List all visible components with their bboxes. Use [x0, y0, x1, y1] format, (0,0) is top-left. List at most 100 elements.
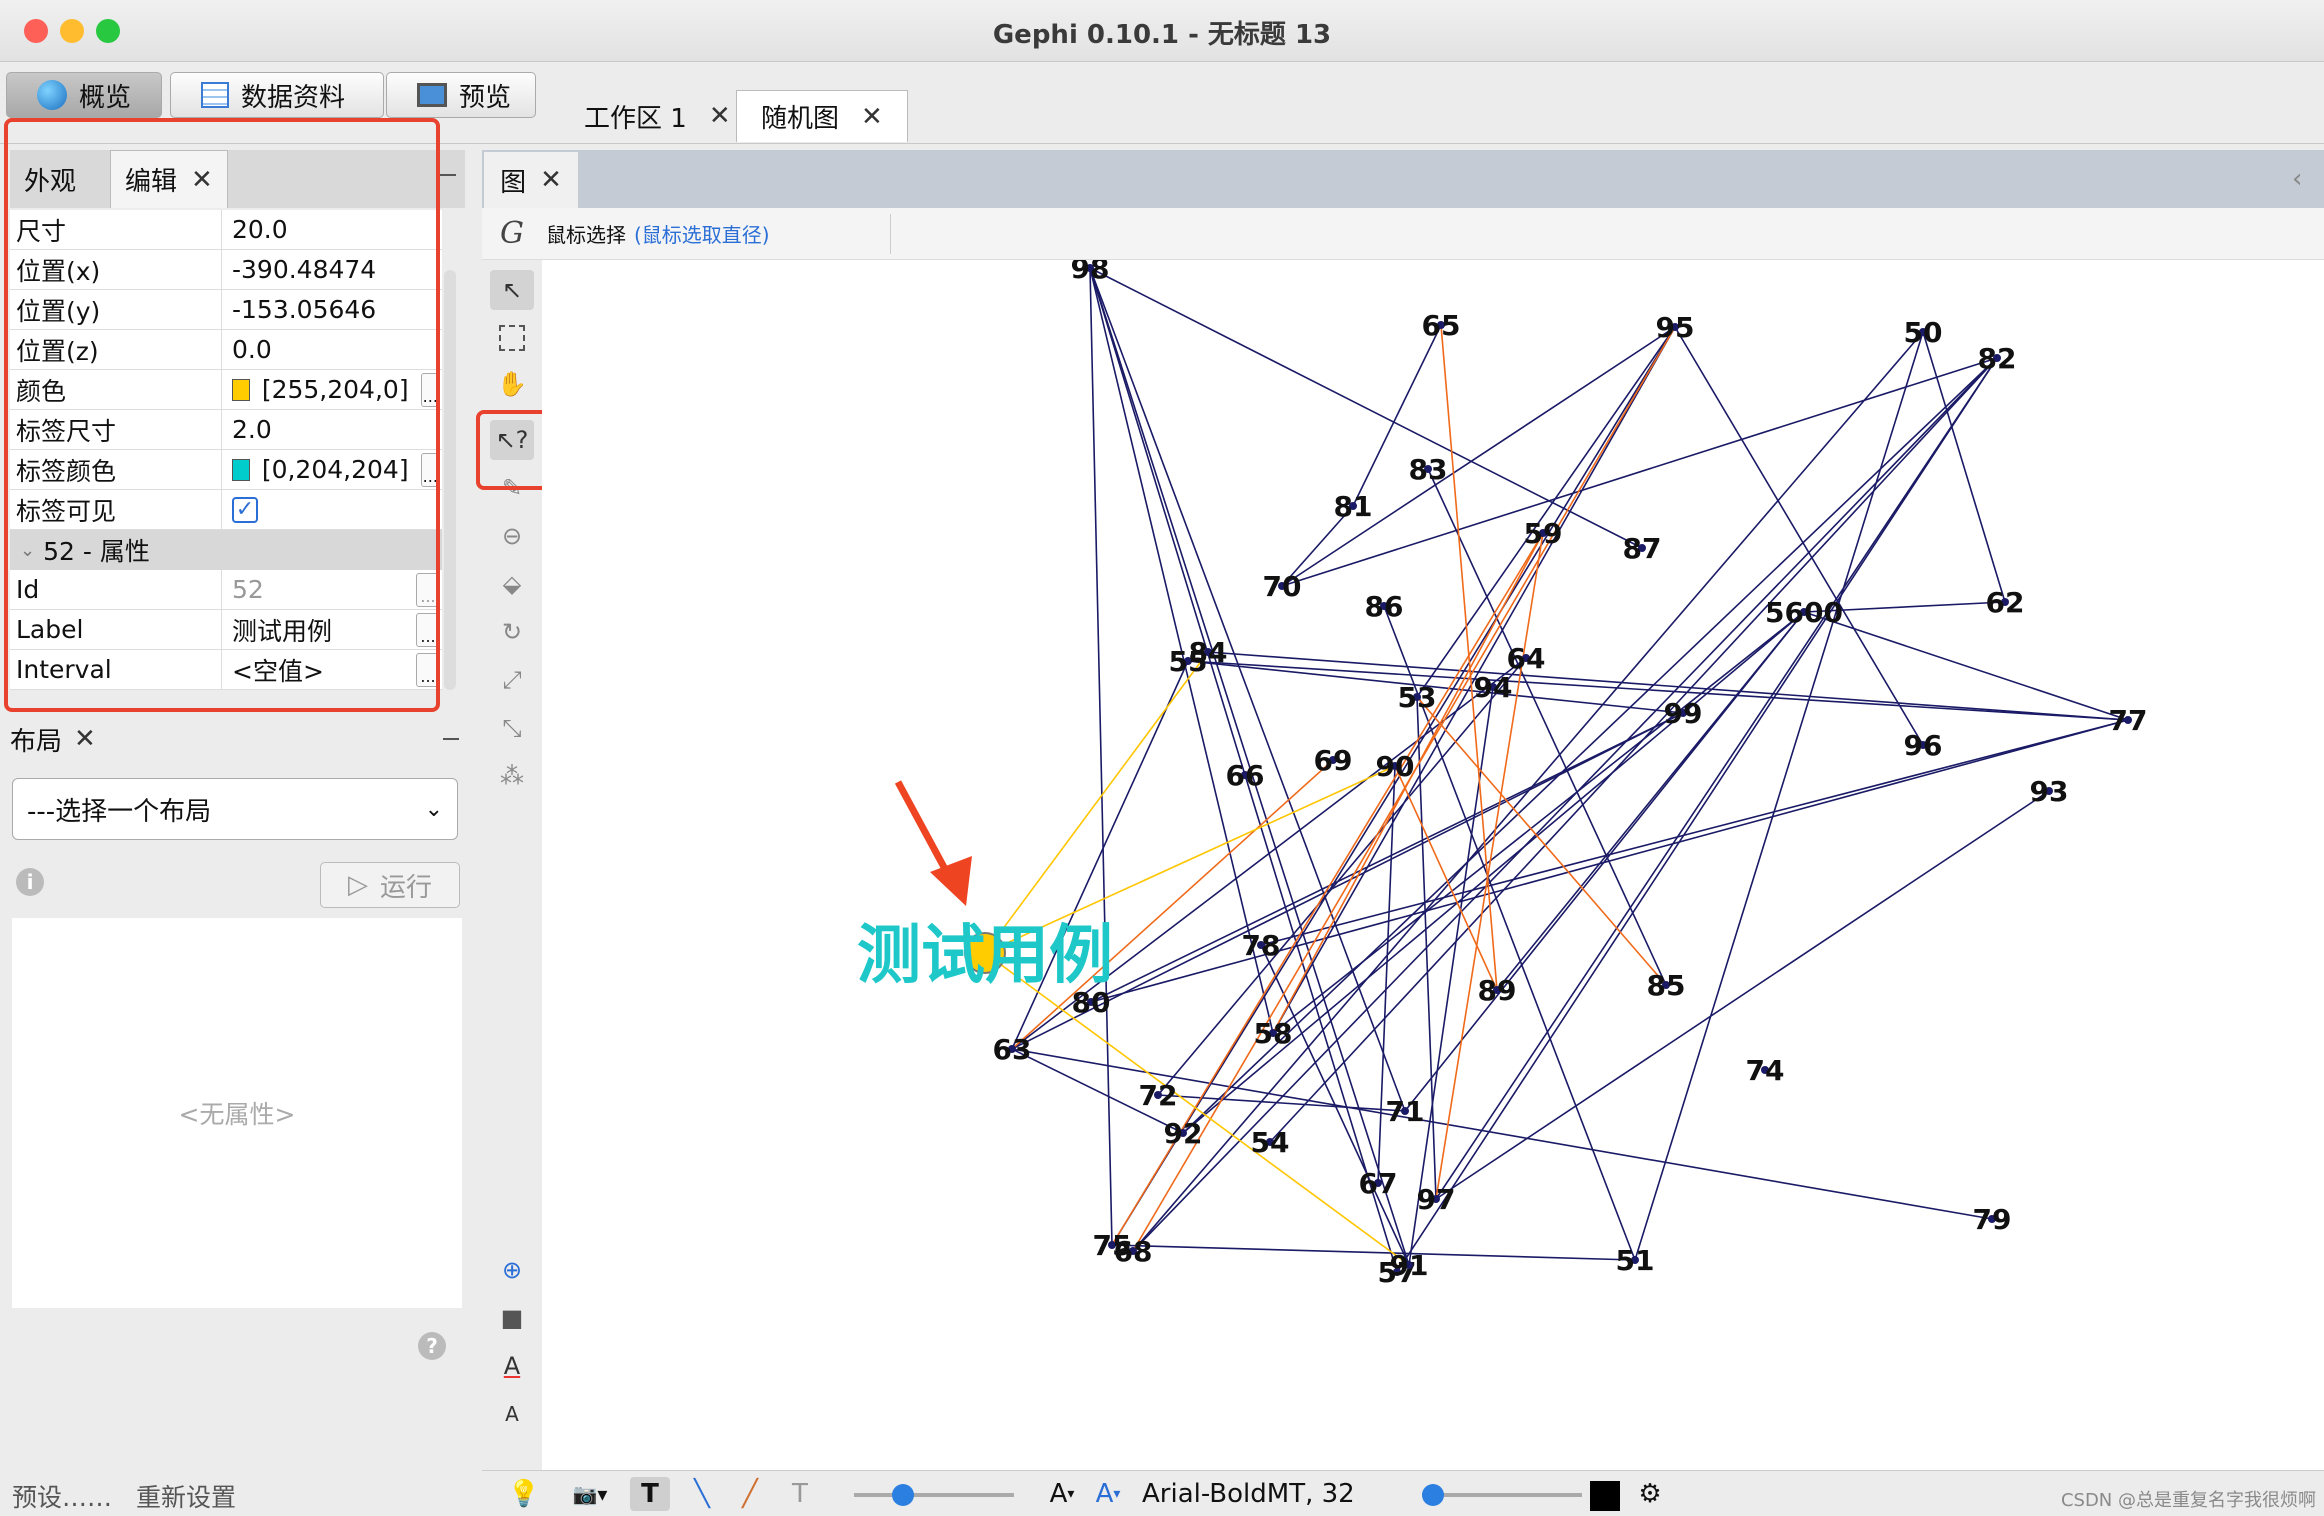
- graph-edge: [1674, 326, 1924, 746]
- property-key: 标签尺寸: [10, 410, 222, 449]
- label-font-icon[interactable]: A: [505, 1402, 519, 1426]
- tab-graph-label: 图: [500, 167, 527, 198]
- graph-node: [1679, 709, 1687, 717]
- property-value-text: 0.0: [232, 335, 272, 364]
- help-icon[interactable]: ?: [418, 1332, 446, 1360]
- graph-node-label: 87: [1623, 532, 1662, 565]
- label-visible-checkbox[interactable]: ✓: [232, 496, 258, 523]
- graph-node-label: 63: [993, 1033, 1032, 1066]
- edge-color-mode-icon[interactable]: ╱: [742, 1479, 758, 1509]
- mode-data-button[interactable]: 数据资料: [170, 72, 384, 118]
- minimize-panel-icon[interactable]: [440, 174, 456, 176]
- background-color-icon[interactable]: ■: [500, 1304, 524, 1332]
- neighbors-tool-icon[interactable]: ⁂: [500, 762, 524, 790]
- edge-color-icon[interactable]: A: [503, 1352, 521, 1380]
- tab-edit[interactable]: 编辑 ✕: [110, 150, 228, 208]
- property-value[interactable]: [255,204,0]...: [222, 370, 442, 409]
- arrow-select-tool-icon[interactable]: ↖: [490, 270, 534, 310]
- slider-thumb[interactable]: [1422, 1484, 1444, 1506]
- property-value[interactable]: 0.0: [222, 330, 442, 369]
- graph-edge: [1187, 660, 1684, 714]
- minimize-panel-icon[interactable]: [443, 738, 459, 740]
- workspace-tab-random-graph[interactable]: 随机图 ✕: [736, 90, 908, 142]
- tab-graph[interactable]: 图 ✕: [484, 152, 578, 208]
- drag-hand-tool-icon[interactable]: ✋: [497, 370, 527, 398]
- add-edge-tool-icon[interactable]: ⤢: [502, 666, 522, 694]
- attributes-section-header[interactable]: ⌄ 52 - 属性: [10, 530, 442, 570]
- settings-icon[interactable]: ⚙: [1638, 1479, 1662, 1509]
- property-row-label-visible: 标签可见 ✓: [10, 490, 442, 530]
- graph-node: [1489, 683, 1497, 691]
- property-scrollbar[interactable]: [444, 270, 456, 690]
- show-labels-icon[interactable]: T: [630, 1477, 670, 1511]
- graph-edge: [984, 952, 1410, 1266]
- graph-node-label: 94: [1474, 671, 1513, 704]
- property-value[interactable]: -153.05646: [222, 290, 442, 329]
- graph-node-label: 51: [1616, 1244, 1655, 1277]
- mode-preview-button[interactable]: 预览: [386, 72, 536, 118]
- more-button[interactable]: ...: [420, 452, 440, 487]
- window-titlebar: Gephi 0.10.1 - 无标题 13: [0, 0, 2324, 62]
- zoom-fit-icon[interactable]: ⊕: [501, 1256, 523, 1284]
- graph-node: [1988, 1215, 1996, 1223]
- graph-edge: [1260, 719, 2129, 946]
- workspace-tab-1[interactable]: 工作区 1 ✕: [560, 90, 755, 142]
- label-size-slider[interactable]: [1422, 1484, 1582, 1506]
- show-edges-icon[interactable]: ╲: [694, 1479, 710, 1509]
- minimize-window-button[interactable]: [60, 19, 84, 43]
- watermark-text: CSDN @总是重复名字我很烦啊: [2060, 1490, 2316, 1511]
- rectangle-select-tool-icon[interactable]: [490, 318, 534, 358]
- property-value[interactable]: -390.48474: [222, 250, 442, 289]
- bucket-tool-icon[interactable]: ⬙: [502, 570, 522, 598]
- close-icon[interactable]: ✕: [708, 101, 731, 131]
- layout-select[interactable]: ---选择一个布局 ⌄: [12, 778, 458, 840]
- graph-node: [1184, 657, 1192, 665]
- font-name-button[interactable]: Arial-BoldMT, 32: [1142, 1479, 1355, 1509]
- text-size-icon[interactable]: T: [792, 1479, 808, 1509]
- layout-footer: 预设…… 重新设置: [12, 1478, 236, 1514]
- lightbulb-icon[interactable]: 💡: [507, 1479, 541, 1509]
- more-button[interactable]: ...: [420, 372, 440, 407]
- presets-button[interactable]: 预设……: [12, 1483, 113, 1512]
- reset-button[interactable]: 重新设置: [136, 1483, 237, 1512]
- graph-edge: [1090, 712, 1684, 1003]
- close-icon[interactable]: ✕: [861, 101, 883, 132]
- size-tool-icon[interactable]: ⊖: [501, 522, 523, 550]
- close-icon[interactable]: ✕: [74, 724, 96, 754]
- layout-properties-area: <无属性>: [12, 918, 462, 1308]
- divider: [890, 214, 891, 254]
- zoom-window-button[interactable]: [96, 19, 120, 43]
- mode-overview-button[interactable]: 概览: [6, 72, 162, 118]
- rotate-tool-icon[interactable]: ↻: [501, 618, 523, 646]
- run-layout-button[interactable]: ▷ 运行: [320, 862, 460, 908]
- tab-appearance[interactable]: 外观: [10, 150, 90, 208]
- shortest-path-tool-icon[interactable]: ⤡: [502, 714, 522, 742]
- property-value[interactable]: 2.0: [222, 410, 442, 449]
- layout-tab-label[interactable]: 布局: [10, 726, 63, 757]
- font-color-icon[interactable]: A ▾: [1095, 1479, 1121, 1509]
- graph-node-label: 64: [1507, 642, 1546, 675]
- graph-node: [1401, 1107, 1409, 1115]
- slider-thumb[interactable]: [892, 1484, 914, 1506]
- mode-bar: 概览 数据资料 预览 工作区 1 ✕ 随机图 ✕: [0, 62, 2324, 144]
- edge-scale-slider[interactable]: [854, 1484, 1014, 1506]
- property-value[interactable]: 20.0: [222, 210, 442, 249]
- property-value[interactable]: [0,204,204]...: [222, 450, 442, 489]
- screenshot-icon[interactable]: 📷▾: [572, 1482, 608, 1506]
- chevron-left-icon[interactable]: ‹: [2292, 164, 2303, 194]
- close-icon[interactable]: ✕: [540, 165, 562, 195]
- graph-canvas[interactable]: 98 65 95 50 82 83 81 59 87 70 86 5600 62 55 84 64 53 94 99…: [542, 252, 2324, 1470]
- graph-edge: [1416, 696, 1437, 1200]
- close-window-button[interactable]: [24, 19, 48, 43]
- graph-edge: [1089, 267, 1274, 1034]
- font-size-icon[interactable]: A ▾: [1049, 1479, 1075, 1509]
- graph-edge: [1634, 331, 1924, 1261]
- graph-edge: [1089, 267, 1406, 1112]
- close-icon[interactable]: ✕: [191, 164, 213, 195]
- graph-edge: [1803, 611, 2129, 721]
- edit-node-tool-icon[interactable]: ↖?: [490, 420, 534, 460]
- attribute-value[interactable]: 测试用例...: [222, 610, 442, 649]
- info-icon[interactable]: i: [16, 868, 44, 896]
- attribute-value[interactable]: <空值>...: [222, 650, 442, 689]
- label-color-swatch[interactable]: [1590, 1481, 1620, 1511]
